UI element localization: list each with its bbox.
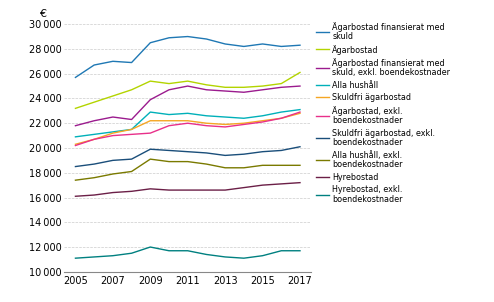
Legend: Ägarbostad finansierat med
skuld, Ägarbostad, Ägarbostad finansierat med
skuld, : Ägarbostad finansierat med skuld, Ägarbo… [316, 22, 450, 204]
Text: €: € [40, 9, 46, 19]
